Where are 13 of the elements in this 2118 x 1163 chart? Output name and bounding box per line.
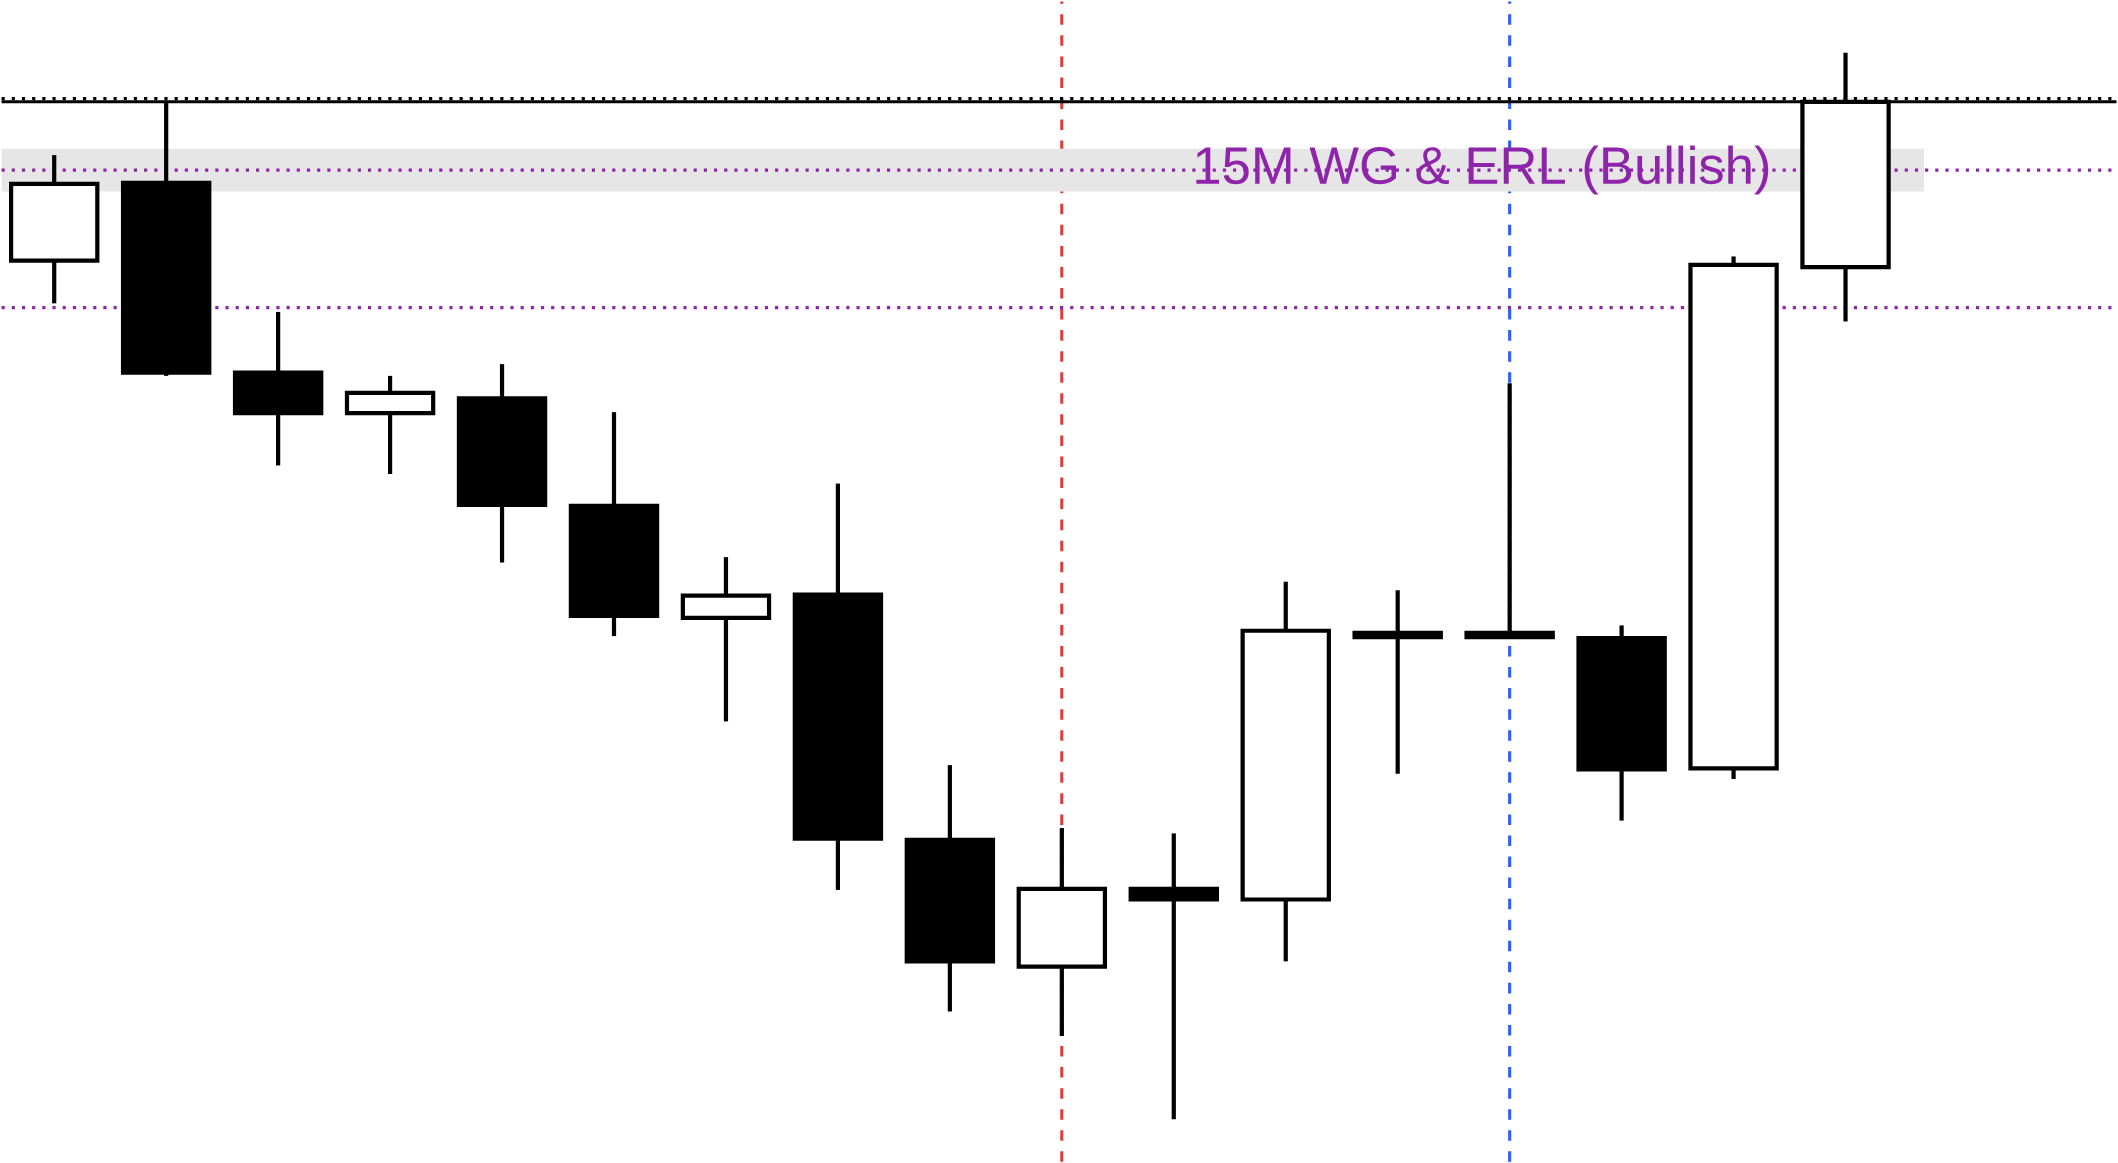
candlestick: [1016, 827, 1108, 1036]
candlestick: [232, 311, 324, 466]
candlestick: [568, 411, 660, 638]
candlestick: [680, 556, 772, 722]
candlestick: [456, 363, 548, 563]
candlestick: [1352, 590, 1443, 774]
candlestick: [792, 483, 884, 890]
band-label: 15M WG & ERL (Bullish): [1196, 145, 1769, 195]
candlestick: [1240, 581, 1331, 962]
candlestick: [1128, 833, 1219, 1119]
candlestick: [904, 764, 996, 1012]
candlestick: [9, 154, 100, 304]
candlestick: [1688, 256, 1779, 779]
